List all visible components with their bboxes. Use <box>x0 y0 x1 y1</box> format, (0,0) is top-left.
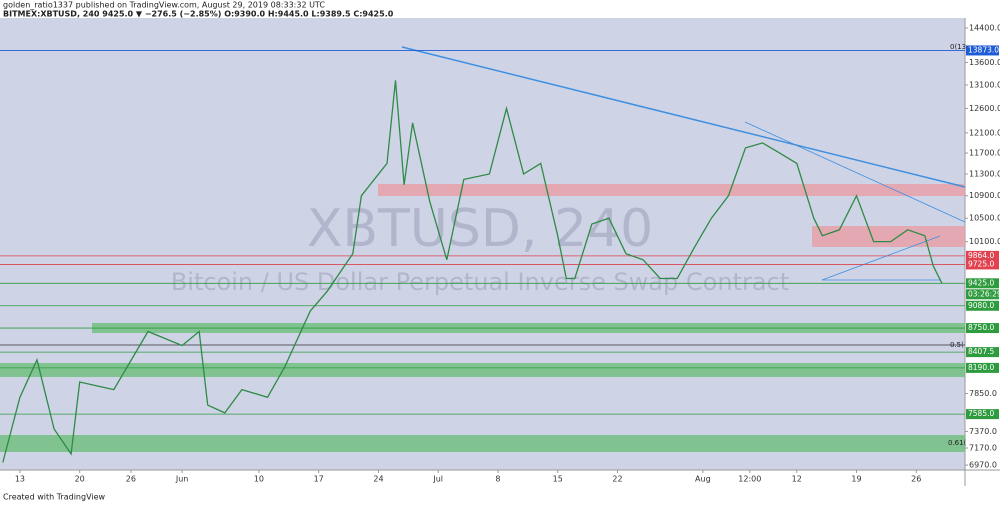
y-tick-label: 10100.0 <box>969 237 1000 246</box>
trend-line <box>744 121 966 223</box>
countdown: 03:26:29 <box>968 289 1000 298</box>
y-tick-label: 13600.0 <box>969 58 1000 67</box>
x-tick-label: 15 <box>553 475 563 484</box>
resistance-zone <box>378 184 965 196</box>
x-tick-label: 17 <box>314 475 324 484</box>
level-label-bg <box>966 250 999 261</box>
level-label-bg <box>966 45 999 56</box>
x-tick-label: 19 <box>851 475 861 484</box>
y-tick-label: 13100.0 <box>969 80 1000 89</box>
x-tick-label: Jul <box>432 475 443 484</box>
support-zone <box>0 363 965 377</box>
y-tick-label: 7170.0 <box>969 444 997 453</box>
x-tick-label: 10 <box>254 475 264 484</box>
fib-label: 0.5( <box>950 341 964 349</box>
x-tick-label: Jun <box>175 475 189 484</box>
level-label-bg <box>966 347 999 358</box>
plot-background <box>0 18 965 470</box>
level-label-bg <box>966 409 999 420</box>
x-tick-label: 12 <box>792 475 802 484</box>
y-tick-label: 12600.0 <box>969 104 1000 113</box>
y-tick-label: 10900.0 <box>969 191 1000 200</box>
level-label-bg <box>966 362 999 373</box>
fib-label: 0(13 <box>950 43 966 51</box>
level-label: 8407.5 <box>968 347 994 356</box>
x-tick-label: 8 <box>495 475 500 484</box>
trend-line <box>401 46 966 188</box>
level-label: 7585.0 <box>968 409 994 418</box>
y-tick-label: 6970.0 <box>969 461 997 470</box>
x-tick-label: Aug <box>695 475 711 484</box>
header-author: golden_ratio1337 published on TradingVie… <box>3 1 325 10</box>
watermark-symbol: XBTUSD, 240 <box>307 199 653 259</box>
level-label-bg <box>966 300 999 311</box>
level-label: 8750.0 <box>968 323 994 332</box>
level-label: 9864.0 <box>968 251 994 260</box>
x-tick-label: 12:00 <box>738 475 761 484</box>
level-label: 9080.0 <box>968 301 994 310</box>
support-zone <box>0 435 965 452</box>
y-tick-label: 14400.0 <box>969 23 1000 32</box>
level-label: 13873.0 <box>968 45 999 54</box>
x-tick-label: 26 <box>911 475 921 484</box>
y-tick-label: 7370.0 <box>969 427 997 436</box>
x-tick-label: 24 <box>373 475 383 484</box>
x-tick-label: 13 <box>15 475 25 484</box>
y-tick-label: 11300.0 <box>969 170 1000 179</box>
countdown-bg <box>966 289 999 300</box>
level-label-bg <box>966 323 999 334</box>
level-label-bg <box>966 278 999 289</box>
price-line <box>2 80 943 463</box>
trend-line <box>821 235 941 281</box>
level-label-bg <box>966 259 999 270</box>
y-tick-label: 12100.0 <box>969 128 1000 137</box>
y-tick-label: 11700.0 <box>969 149 1000 158</box>
level-label: 8190.0 <box>968 363 994 372</box>
header-symbol: BITMEX:XBTUSD, 240 9425.0 ▼ −276.5 (−2.8… <box>3 10 394 19</box>
level-label: 9725.0 <box>968 259 994 268</box>
price-axis-panel <box>965 18 1000 470</box>
x-tick-label: 20 <box>75 475 85 484</box>
x-tick-label: 26 <box>126 475 136 484</box>
watermark-description: Bitcoin / US Dollar Perpetual Inverse Sw… <box>171 268 789 296</box>
x-tick-label: 22 <box>612 475 622 484</box>
footer: Created with TradingView <box>3 493 106 502</box>
y-tick-label: 7850.0 <box>969 389 997 398</box>
resistance-zone <box>812 226 965 247</box>
fib-label: 0.61( <box>948 439 967 447</box>
level-label: 9425.0 <box>968 278 994 287</box>
y-tick-label: 10500.0 <box>969 214 1000 223</box>
